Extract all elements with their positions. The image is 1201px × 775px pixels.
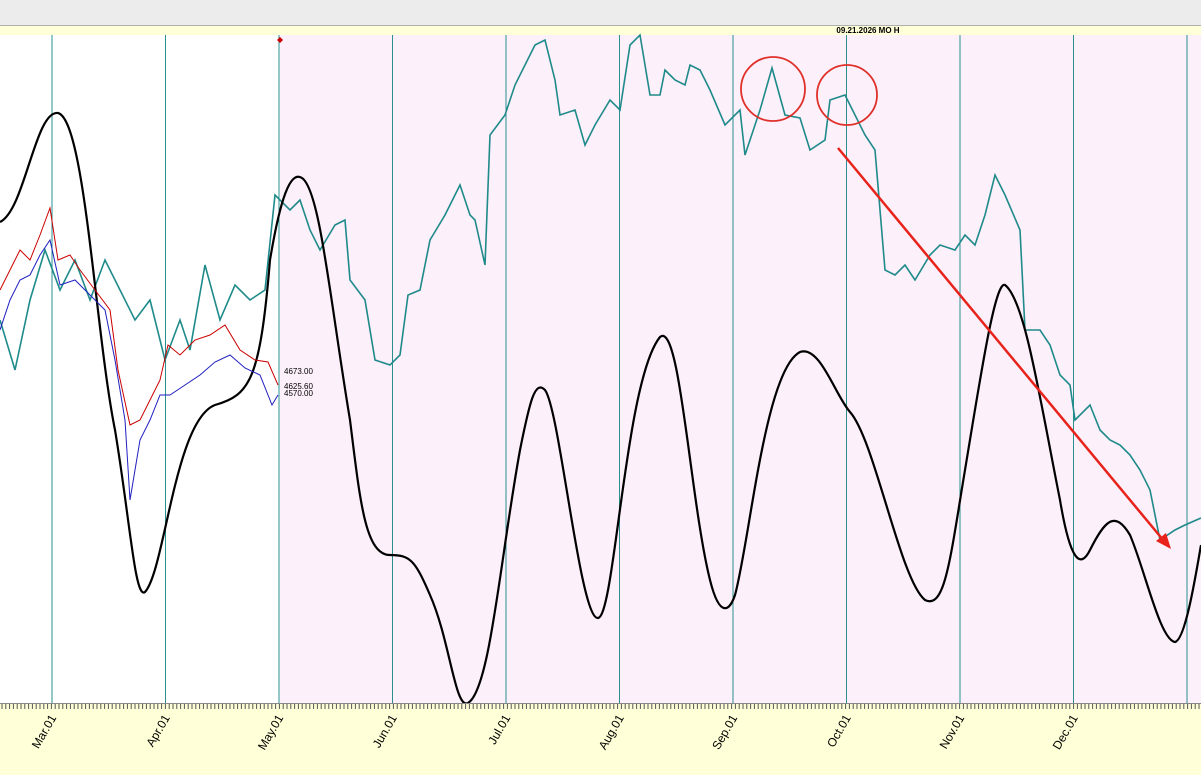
history-area	[0, 35, 280, 703]
month-lines	[51, 35, 1188, 703]
teal-line	[0, 33, 1201, 542]
trend-arrow	[837, 147, 1165, 542]
axis-ticks	[1, 704, 1200, 709]
price-label: 4570.00	[284, 389, 313, 398]
price-label: 4625.60	[284, 382, 313, 391]
highlight-circle	[816, 64, 878, 126]
date-strip	[0, 26, 1201, 35]
highlight-circle	[740, 56, 806, 122]
price-label: 4673.00	[284, 367, 313, 376]
marker	[277, 37, 283, 43]
cycle-line	[0, 111, 1201, 705]
price-high	[0, 206, 279, 426]
price-low	[0, 238, 279, 501]
date-label: 09.21.2026 MO H	[836, 26, 899, 35]
time-axis	[0, 703, 1201, 775]
toolbar	[0, 0, 1201, 26]
forecast-area	[280, 35, 1201, 703]
arrow-head	[1156, 533, 1171, 549]
